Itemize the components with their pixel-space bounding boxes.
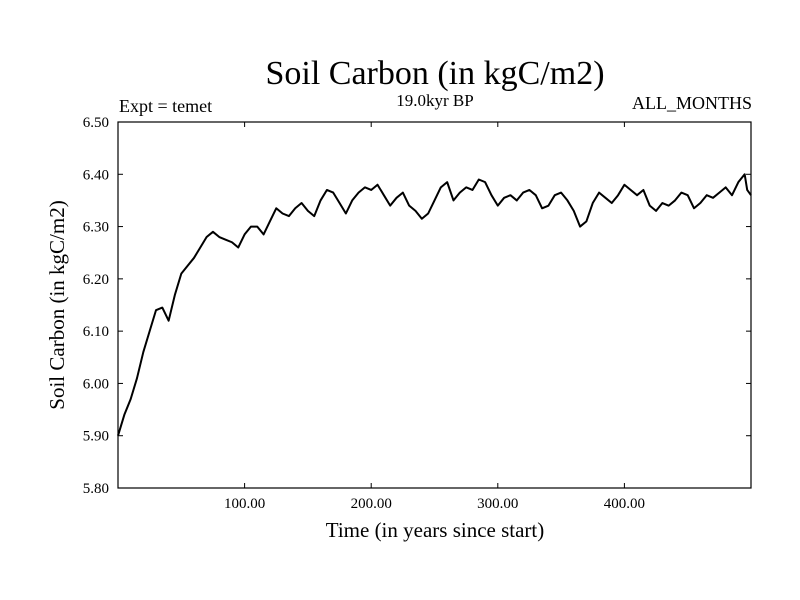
y-tick-label: 6.40 <box>83 167 109 183</box>
chart-subtitle: 19.0kyr BP <box>396 91 473 110</box>
series-layer <box>117 173 752 436</box>
y-tick-label: 6.00 <box>83 376 109 392</box>
months-label: ALL_MONTHS <box>632 93 752 113</box>
x-axis: 100.00 200.00 300.00 400.00 <box>224 122 645 512</box>
y-axis-label: Soil Carbon (in kgC/m2) <box>45 200 69 409</box>
y-tick-label: 6.50 <box>83 115 109 131</box>
y-axis: 5.80 5.90 6.00 6.10 6.20 6.30 6.40 6.50 <box>83 115 751 497</box>
chart-title: Soil Carbon (in kgC/m2) <box>265 55 604 92</box>
y-tick-label: 5.80 <box>83 481 109 497</box>
plot-frame <box>117 121 752 489</box>
series-line-soil-carbon <box>117 173 752 436</box>
y-tick-label: 6.30 <box>83 220 109 236</box>
x-axis-label: Time (in years since start) <box>326 518 545 542</box>
y-tick-label: 5.90 <box>83 429 109 445</box>
y-tick-label: 6.20 <box>83 272 109 288</box>
y-tick-label: 6.10 <box>83 324 109 340</box>
experiment-label: Expt = temet <box>119 96 212 116</box>
x-tick-label: 100.00 <box>224 496 265 512</box>
x-tick-label: 300.00 <box>477 496 518 512</box>
x-tick-label: 400.00 <box>604 496 645 512</box>
x-tick-label: 200.00 <box>351 496 392 512</box>
